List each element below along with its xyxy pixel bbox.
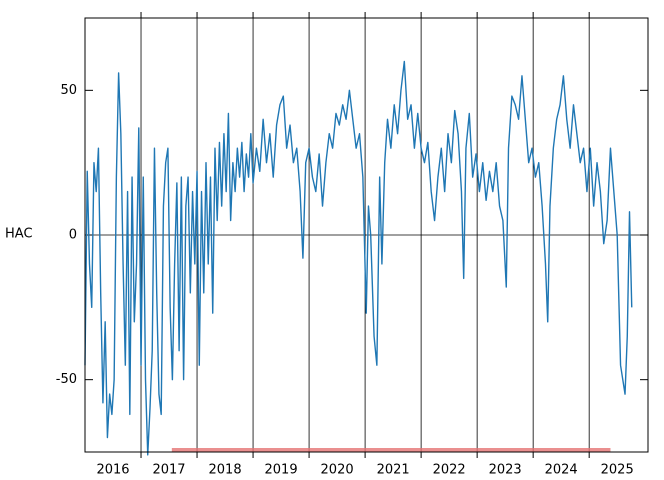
x-tick-label: 2024 (545, 463, 578, 478)
x-tick-label: 2019 (265, 463, 298, 478)
x-tick-label: 2016 (96, 463, 129, 478)
plot-frame (84, 17, 649, 453)
x-tick-label: 2023 (489, 463, 522, 478)
x-tick-label: 2022 (433, 463, 466, 478)
y-tick-label: -50 (56, 372, 77, 387)
data-line (84, 60, 633, 456)
y-tick-label: 0 (69, 228, 77, 243)
x-tick-label: 2020 (321, 463, 354, 478)
x-tick-label: 2018 (209, 463, 242, 478)
x-tick-label: 2021 (377, 463, 410, 478)
y-tick-label: 50 (60, 83, 77, 98)
period-span (171, 448, 611, 452)
x-tick-label: 2017 (152, 463, 185, 478)
y-axis-label: HAC (5, 227, 33, 242)
x-tick-label: 2025 (601, 463, 634, 478)
